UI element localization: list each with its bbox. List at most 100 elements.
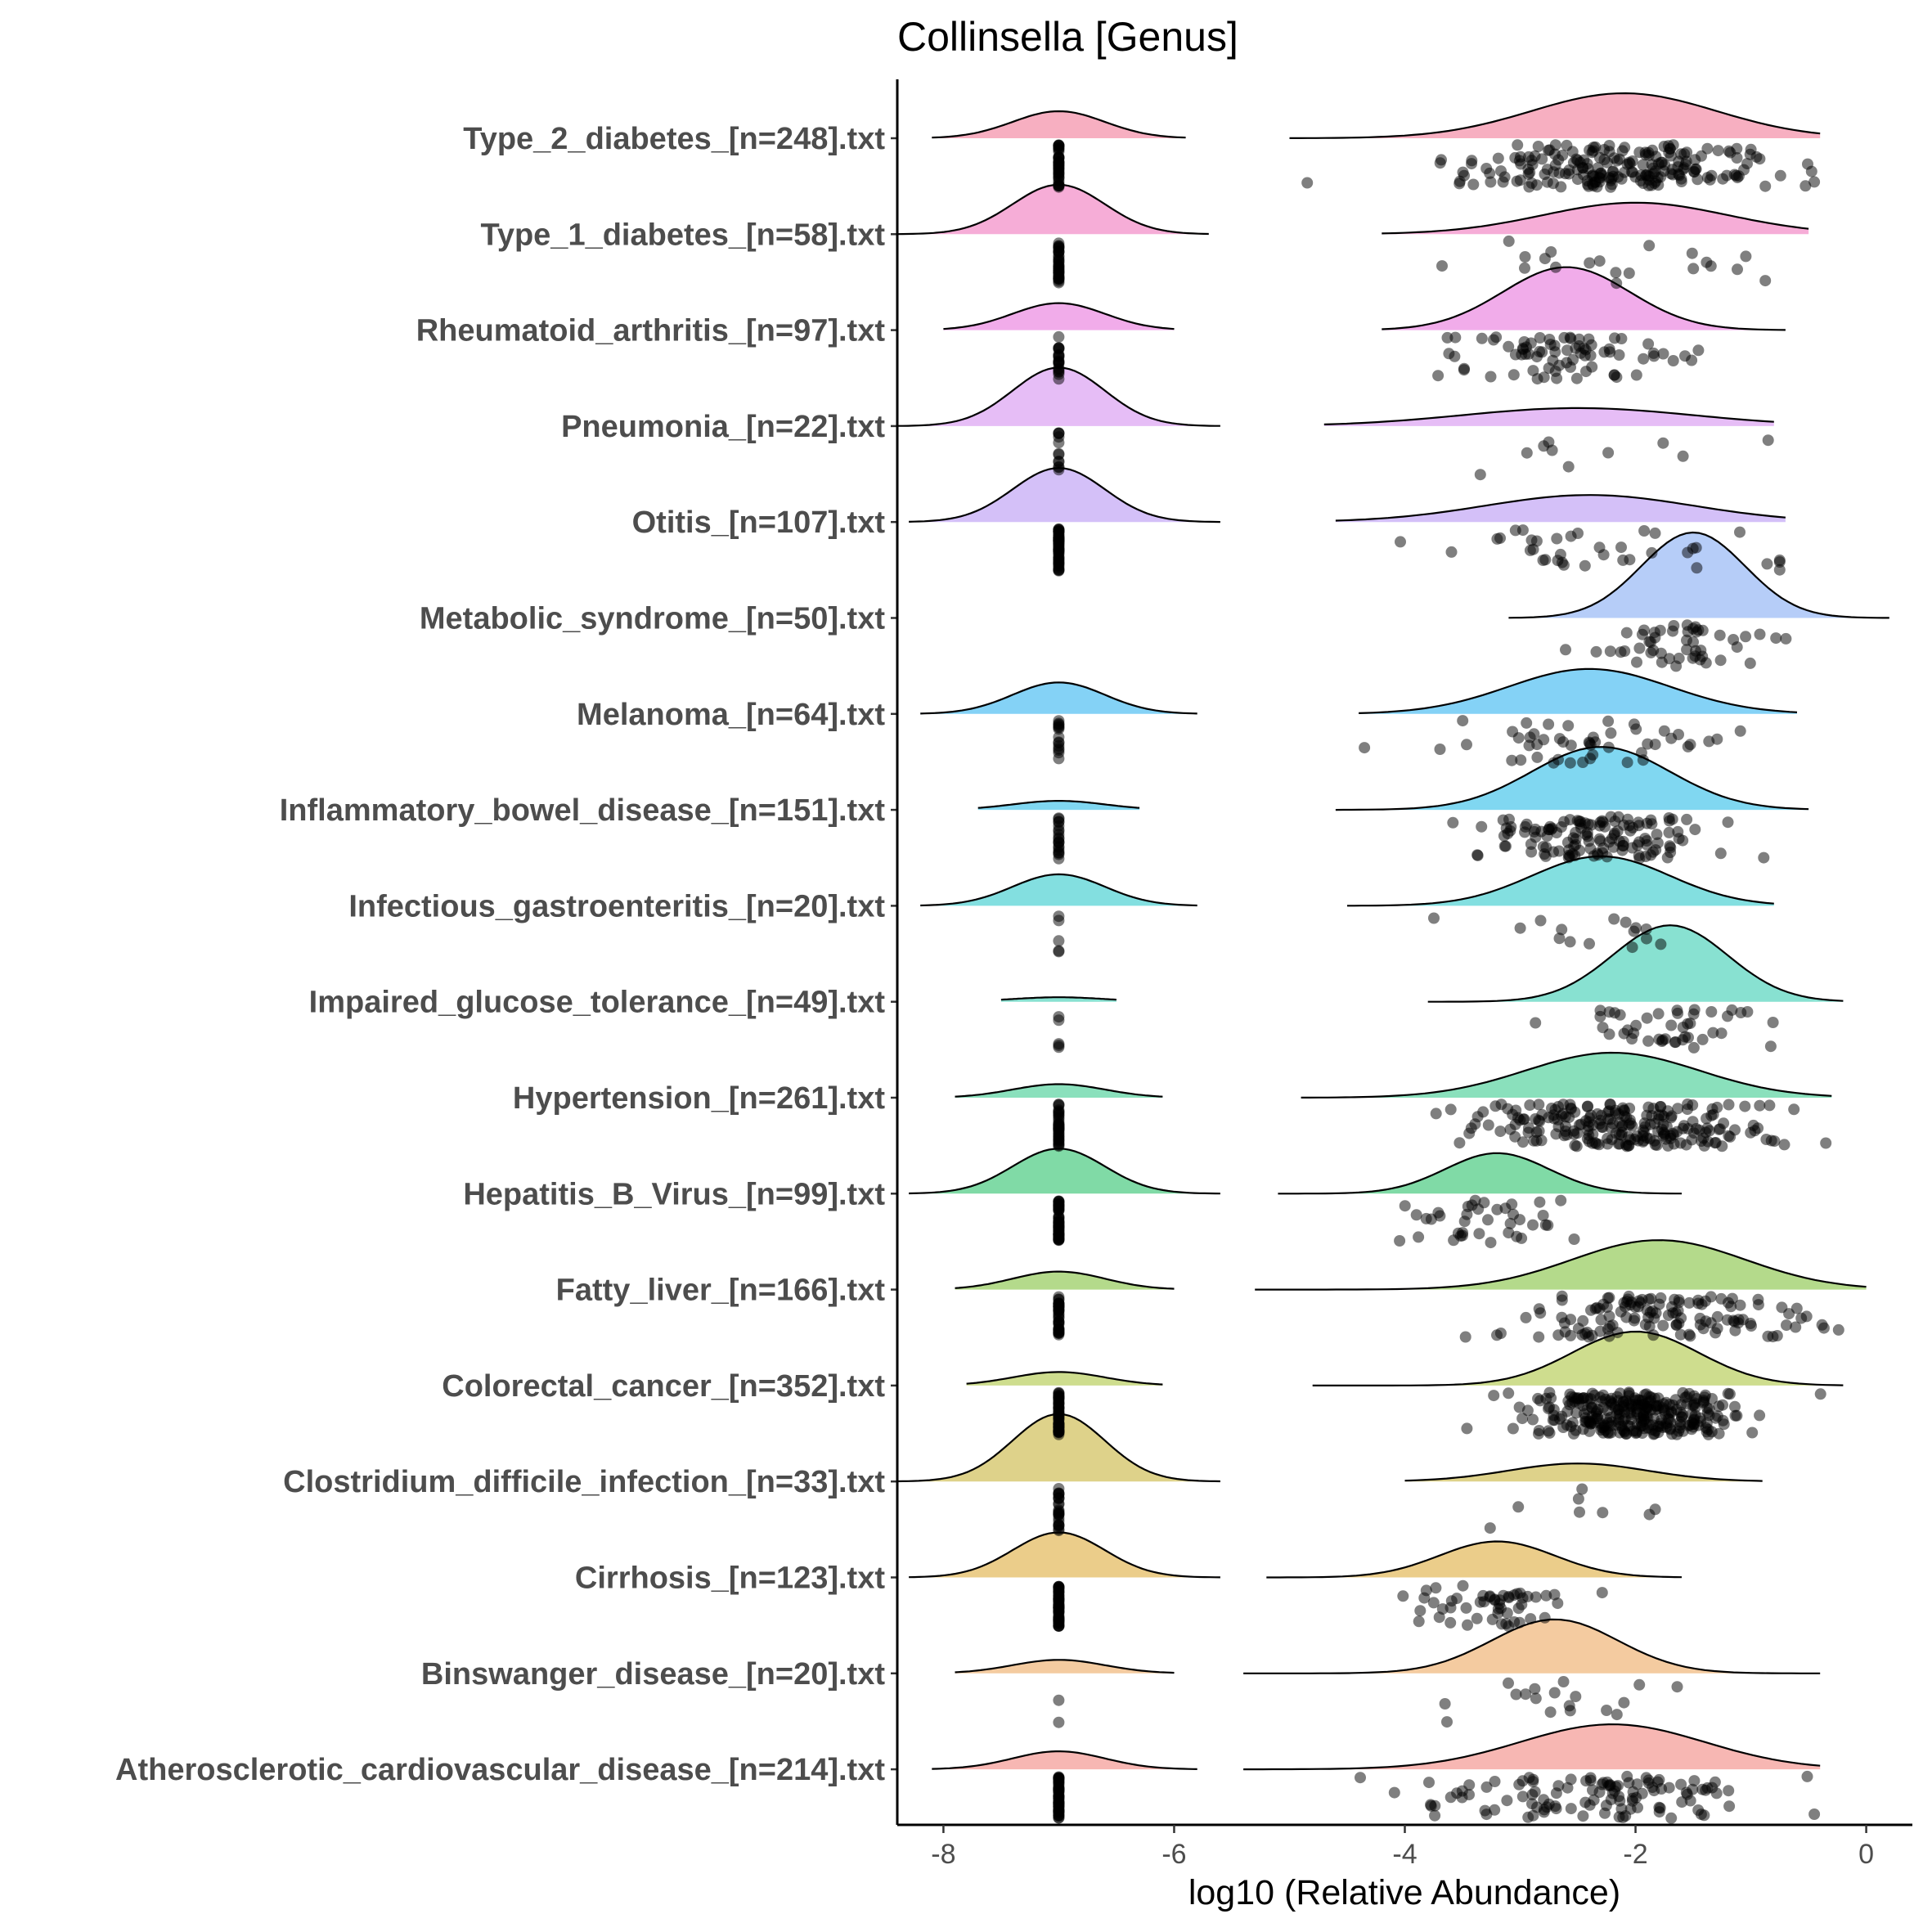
data-point [1670, 1319, 1683, 1332]
data-point [1410, 1209, 1422, 1221]
data-point [1705, 260, 1717, 272]
data-point [1767, 1331, 1779, 1343]
data-point [1461, 739, 1472, 751]
row-12-outline [1278, 1152, 1682, 1195]
row-4-outline [1323, 407, 1774, 425]
data-point [1705, 1006, 1718, 1018]
data-point [1672, 1103, 1684, 1115]
data-point [1564, 1705, 1576, 1717]
row-9-outline [1347, 855, 1774, 907]
data-point [1453, 1137, 1466, 1149]
data-point [1579, 559, 1591, 572]
data-point [1633, 642, 1646, 654]
data-point [1722, 816, 1734, 829]
data-point [1520, 1311, 1532, 1323]
data-point [1667, 625, 1678, 637]
data-point [1531, 739, 1543, 751]
data-point [1561, 344, 1573, 357]
data-point [1053, 1615, 1065, 1628]
row-1-cloud [1289, 93, 1821, 138]
data-point [1494, 1126, 1507, 1138]
data-point [1301, 177, 1314, 189]
data-point [1053, 1233, 1065, 1245]
data-point [1692, 1297, 1705, 1310]
data-point [1778, 1139, 1790, 1151]
data-point [1445, 1595, 1458, 1607]
data-point [1602, 741, 1615, 753]
row-7-outline [1359, 667, 1798, 714]
data-point [1494, 1598, 1506, 1610]
data-point [1478, 1596, 1490, 1608]
data-point [1632, 1801, 1643, 1813]
data-point [1686, 1408, 1698, 1420]
data-point [1696, 1783, 1709, 1795]
row-3-zero-outline [943, 302, 1175, 330]
data-point [1781, 1319, 1792, 1332]
data-point [1482, 1119, 1494, 1131]
data-point [1519, 262, 1530, 274]
data-point [1498, 840, 1511, 852]
data-point [1447, 816, 1459, 829]
data-point [1705, 1291, 1717, 1303]
data-point [1584, 842, 1597, 855]
data-point [1686, 247, 1698, 259]
data-point [1671, 1004, 1683, 1017]
data-point [1652, 158, 1665, 170]
data-point [1550, 261, 1561, 273]
row-15-cloud [1404, 1463, 1763, 1482]
data-point [1655, 938, 1667, 950]
data-point [1611, 1709, 1623, 1721]
data-point [1592, 162, 1604, 174]
row-3-zero-cloud [943, 303, 1175, 330]
data-point [1489, 1804, 1501, 1816]
data-point [1683, 1419, 1695, 1431]
data-point [1457, 1579, 1469, 1592]
data-point [1608, 1785, 1620, 1797]
data-point [1709, 1137, 1721, 1149]
row-16-cloud [1266, 1541, 1682, 1578]
chart-title: Collinsella [Genus] [897, 14, 1238, 60]
data-point [1618, 1027, 1630, 1040]
data-point [1734, 725, 1746, 737]
row-17-zero-outline [955, 1659, 1175, 1674]
data-point [1425, 1799, 1437, 1812]
data-point [1530, 1591, 1542, 1603]
data-point [1530, 179, 1543, 191]
data-point [1498, 829, 1510, 842]
data-point [1561, 1419, 1573, 1431]
data-point [1808, 1808, 1821, 1820]
data-point [1624, 554, 1636, 566]
row-9-zero-outline [920, 873, 1197, 907]
data-point [1555, 821, 1567, 833]
data-point [1521, 1590, 1534, 1602]
data-point [1534, 345, 1546, 357]
data-point [1597, 1777, 1610, 1789]
data-point [1504, 1217, 1516, 1229]
data-point [1593, 833, 1606, 845]
data-point [1602, 1132, 1614, 1144]
row-18-cloud [1243, 1724, 1821, 1770]
category-label: Atherosclerotic_cardiovascular_disease_[… [115, 1753, 885, 1787]
data-point [1620, 627, 1633, 639]
data-point [1516, 524, 1529, 537]
data-point [1615, 646, 1627, 658]
data-point [1635, 747, 1647, 759]
data-point [1053, 1784, 1065, 1796]
data-point [1649, 527, 1661, 539]
data-point [1525, 1613, 1537, 1625]
data-point [1723, 1800, 1736, 1813]
data-point [1687, 263, 1700, 275]
data-point [1597, 1389, 1609, 1401]
data-point [1744, 657, 1756, 669]
data-point [1639, 1319, 1651, 1331]
data-point [1445, 1791, 1457, 1804]
data-point [1754, 1409, 1766, 1422]
data-point [1441, 1716, 1453, 1728]
row-14-outline [1312, 1330, 1844, 1386]
category-label: Impaired_glucose_tolerance_[n=49].txt [309, 986, 886, 1020]
data-point [1506, 754, 1518, 766]
data-point [1774, 169, 1786, 182]
data-point [1608, 913, 1620, 925]
data-point [1767, 1017, 1779, 1028]
